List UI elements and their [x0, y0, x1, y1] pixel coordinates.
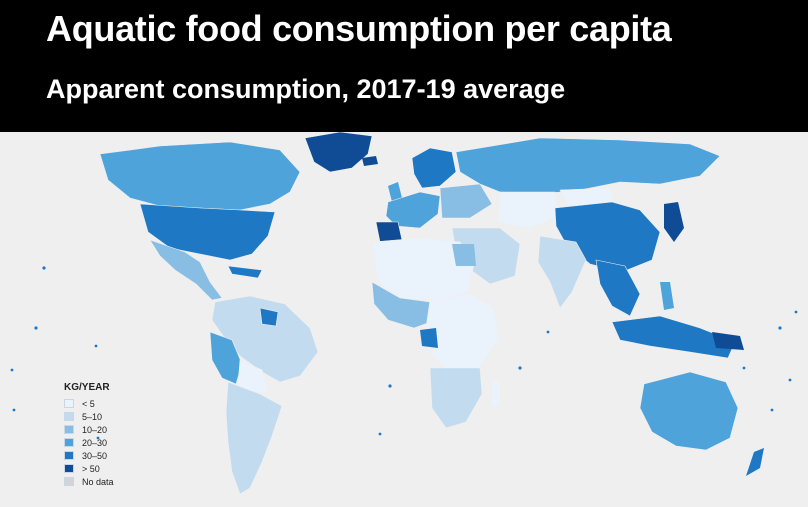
region-caribbean — [227, 265, 263, 279]
region-southern-africa — [429, 367, 483, 429]
legend-label: No data — [82, 476, 114, 487]
legend-swatch — [64, 412, 74, 421]
legend-title: KG/YEAR — [64, 382, 110, 393]
region-central-asia — [497, 191, 561, 229]
legend-label: 10–20 — [82, 424, 108, 435]
region-canada — [99, 141, 301, 211]
legend-item: < 5 — [64, 397, 174, 410]
region-philippines — [660, 282, 674, 310]
region-iberia — [375, 221, 403, 243]
region-australia — [639, 371, 739, 451]
region-gulf-guinea — [420, 328, 438, 348]
region-japan — [664, 202, 684, 242]
legend-swatch — [64, 399, 74, 408]
map-title: Aquatic food consumption per capita — [46, 8, 672, 49]
region-western-europe — [385, 191, 441, 229]
region-egypt — [452, 244, 476, 266]
region-mexico — [149, 239, 223, 301]
region-greenland — [304, 132, 373, 173]
region-usa — [139, 203, 276, 261]
legend-item: 10–20 — [64, 423, 174, 436]
legend-item: 20–30 — [64, 436, 174, 449]
legend-item: 30–50 — [64, 449, 174, 462]
region-north-africa — [371, 237, 475, 301]
header: Aquatic food consumption per capita Appa… — [0, 0, 808, 132]
region-iceland — [362, 156, 378, 166]
world-map-svg — [10, 132, 798, 495]
legend-label: 30–50 — [82, 450, 108, 461]
region-indonesia — [611, 315, 736, 359]
region-south-america-north — [211, 295, 319, 383]
map-legend: KG/YEAR < 5 5–10 10–20 20–30 30–50 > 50 … — [64, 382, 174, 488]
legend-label: > 50 — [82, 463, 100, 474]
region-scandinavia — [411, 147, 457, 189]
region-new-zealand — [746, 448, 764, 476]
region-guianas — [259, 307, 279, 327]
legend-label: 20–30 — [82, 437, 108, 448]
region-madagascar — [492, 380, 500, 406]
legend-label: < 5 — [82, 398, 95, 409]
region-southern-cone — [225, 381, 283, 495]
region-uk — [388, 182, 402, 202]
region-eastern-europe — [439, 183, 493, 219]
region-peru — [209, 331, 243, 385]
island-dots — [10, 266, 798, 440]
legend-swatch — [64, 464, 74, 473]
region-png — [712, 332, 744, 350]
region-russia — [455, 137, 721, 195]
legend-swatch — [64, 438, 74, 447]
region-se-asia — [595, 259, 641, 317]
region-west-africa — [371, 281, 437, 329]
legend-item: > 50 — [64, 462, 174, 475]
legend-item: 5–10 — [64, 410, 174, 423]
region-india — [537, 235, 587, 309]
legend-item: No data — [64, 475, 174, 488]
legend-swatch — [64, 477, 74, 486]
legend-swatch — [64, 425, 74, 434]
legend-label: 5–10 — [82, 411, 103, 422]
map-subtitle: Apparent consumption, 2017-19 average — [46, 74, 566, 104]
world-map: KG/YEAR < 5 5–10 10–20 20–30 30–50 > 50 … — [0, 132, 808, 507]
region-central-africa — [425, 293, 499, 373]
legend-swatch — [64, 451, 74, 460]
